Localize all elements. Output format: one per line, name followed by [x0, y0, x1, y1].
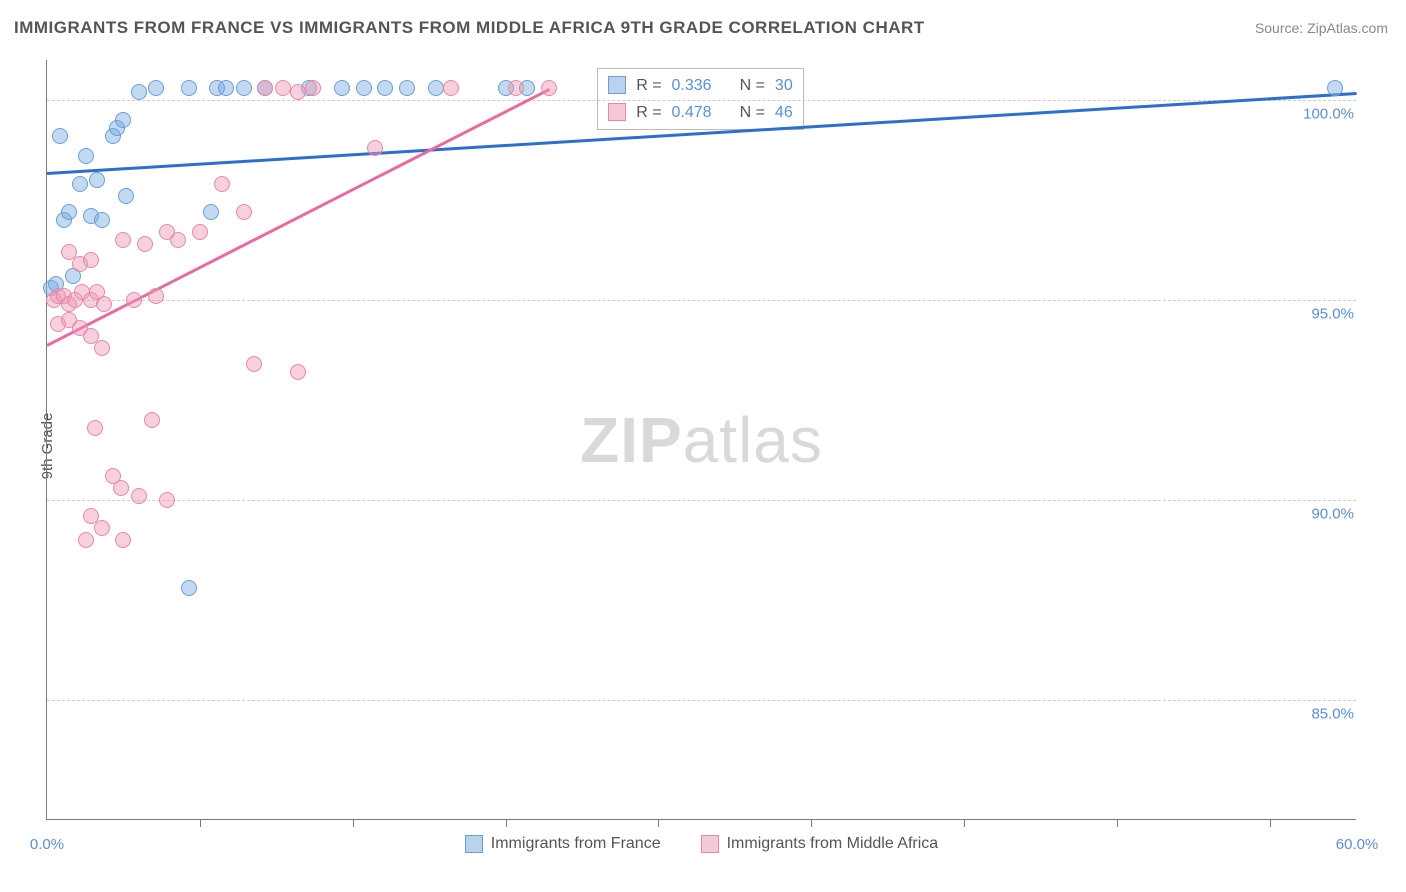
- data-point-middle_africa: [290, 364, 306, 380]
- y-tick-label: 100.0%: [1303, 106, 1358, 123]
- legend-item-france: Immigrants from France: [465, 835, 661, 853]
- plot-area: ZIPatlas R = 0.336N = 30R = 0.478N = 46 …: [46, 60, 1356, 820]
- data-point-middle_africa: [367, 140, 383, 156]
- data-point-france: [203, 204, 219, 220]
- data-point-france: [118, 188, 134, 204]
- data-point-middle_africa: [78, 532, 94, 548]
- data-point-middle_africa: [236, 204, 252, 220]
- data-point-france: [89, 172, 105, 188]
- data-point-middle_africa: [246, 356, 262, 372]
- stat-n-value: 46: [775, 99, 793, 126]
- data-point-middle_africa: [144, 412, 160, 428]
- series-legend: Immigrants from France Immigrants from Mi…: [47, 835, 1356, 853]
- data-point-france: [236, 80, 252, 96]
- swatch-icon: [701, 835, 719, 853]
- stat-n-value: 30: [775, 72, 793, 99]
- data-point-france: [115, 112, 131, 128]
- gridline: [47, 500, 1356, 501]
- stat-r-label: R =: [636, 72, 661, 99]
- data-point-middle_africa: [137, 236, 153, 252]
- x-tick: [658, 819, 659, 827]
- data-point-middle_africa: [113, 480, 129, 496]
- stat-r-value: 0.478: [672, 99, 712, 126]
- data-point-middle_africa: [159, 224, 175, 240]
- data-point-france: [148, 80, 164, 96]
- data-point-middle_africa: [541, 80, 557, 96]
- stat-n-label: N =: [740, 72, 765, 99]
- stat-r-value: 0.336: [672, 72, 712, 99]
- data-point-middle_africa: [443, 80, 459, 96]
- legend-item-middle_africa: Immigrants from Middle Africa: [701, 835, 939, 853]
- data-point-france: [1327, 80, 1343, 96]
- data-point-middle_africa: [192, 224, 208, 240]
- x-tick: [1117, 819, 1118, 827]
- data-point-middle_africa: [257, 80, 273, 96]
- x-tick-label: 0.0%: [30, 836, 64, 853]
- data-point-middle_africa: [115, 232, 131, 248]
- data-point-france: [399, 80, 415, 96]
- swatch-icon: [465, 835, 483, 853]
- data-point-france: [72, 176, 88, 192]
- data-point-middle_africa: [290, 84, 306, 100]
- data-point-france: [218, 80, 234, 96]
- source-attribution: Source: ZipAtlas.com: [1255, 20, 1388, 36]
- data-point-france: [334, 80, 350, 96]
- data-point-middle_africa: [214, 176, 230, 192]
- legend-label: Immigrants from France: [491, 835, 661, 853]
- y-tick-label: 90.0%: [1311, 506, 1358, 523]
- stats-row-middle_africa: R = 0.478 N = 46: [608, 99, 793, 126]
- gridline: [47, 100, 1356, 101]
- legend-label: Immigrants from Middle Africa: [727, 835, 939, 853]
- data-point-middle_africa: [305, 80, 321, 96]
- data-point-france: [428, 80, 444, 96]
- data-point-middle_africa: [148, 288, 164, 304]
- stat-n-label: N =: [740, 99, 765, 126]
- stats-row-france: R = 0.336 N = 30: [608, 72, 793, 99]
- gridline: [47, 700, 1356, 701]
- stat-r-label: R =: [636, 99, 661, 126]
- data-point-france: [94, 212, 110, 228]
- data-point-middle_africa: [508, 80, 524, 96]
- x-tick: [811, 819, 812, 827]
- data-point-middle_africa: [87, 420, 103, 436]
- y-tick-label: 85.0%: [1311, 706, 1358, 723]
- data-point-middle_africa: [94, 520, 110, 536]
- y-tick-label: 95.0%: [1311, 306, 1358, 323]
- data-point-middle_africa: [131, 488, 147, 504]
- gridline: [47, 300, 1356, 301]
- x-tick: [964, 819, 965, 827]
- data-point-france: [131, 84, 147, 100]
- data-point-middle_africa: [94, 340, 110, 356]
- x-tick: [353, 819, 354, 827]
- swatch-icon: [608, 103, 626, 121]
- data-point-france: [52, 128, 68, 144]
- data-point-middle_africa: [115, 532, 131, 548]
- data-point-france: [377, 80, 393, 96]
- data-point-middle_africa: [275, 80, 291, 96]
- data-point-middle_africa: [126, 292, 142, 308]
- chart-container: IMMIGRANTS FROM FRANCE VS IMMIGRANTS FRO…: [0, 0, 1406, 892]
- chart-title: IMMIGRANTS FROM FRANCE VS IMMIGRANTS FRO…: [14, 18, 925, 38]
- data-point-middle_africa: [96, 296, 112, 312]
- data-point-france: [61, 204, 77, 220]
- data-point-france: [181, 580, 197, 596]
- x-tick-label: 60.0%: [1336, 836, 1379, 853]
- data-point-middle_africa: [83, 252, 99, 268]
- x-tick: [200, 819, 201, 827]
- data-point-france: [78, 148, 94, 164]
- swatch-icon: [608, 76, 626, 94]
- data-point-middle_africa: [159, 492, 175, 508]
- stats-legend-box: R = 0.336 N = 30 R = 0.478 N = 46: [597, 68, 804, 130]
- x-tick: [1270, 819, 1271, 827]
- data-point-france: [181, 80, 197, 96]
- data-point-france: [356, 80, 372, 96]
- x-tick: [506, 819, 507, 827]
- watermark: ZIPatlas: [580, 403, 823, 477]
